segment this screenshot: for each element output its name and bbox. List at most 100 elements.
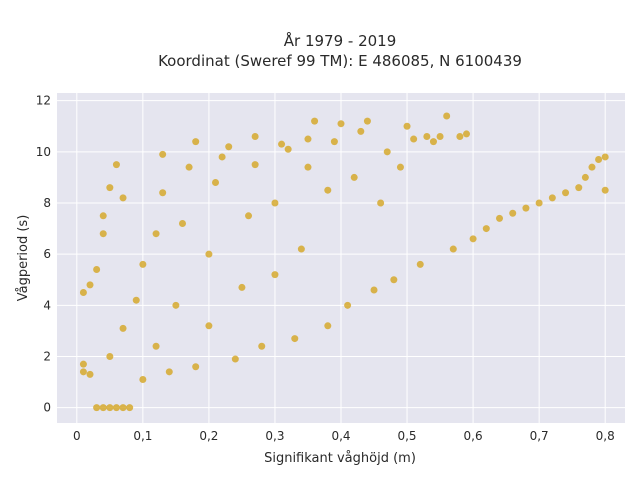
data-point	[383, 148, 391, 156]
data-point	[363, 117, 371, 125]
data-point	[205, 322, 213, 330]
data-point	[139, 260, 147, 268]
x-tick-label: 0,1	[133, 429, 152, 443]
data-point	[370, 286, 378, 294]
data-point	[410, 135, 418, 143]
y-tick-label: 6	[43, 247, 51, 261]
data-point	[443, 112, 451, 120]
data-point	[245, 212, 253, 220]
data-point	[324, 322, 332, 330]
data-point	[304, 135, 312, 143]
chart-title-line-1: År 1979 - 2019	[284, 31, 397, 50]
data-point	[238, 283, 246, 291]
y-tick-label: 8	[43, 196, 51, 210]
data-point	[469, 235, 477, 243]
data-point	[601, 186, 609, 194]
data-point	[278, 140, 286, 148]
data-point	[172, 301, 180, 309]
x-tick-label: 0	[73, 429, 81, 443]
data-point	[416, 260, 424, 268]
data-point	[291, 335, 299, 343]
data-point	[588, 163, 596, 171]
y-tick-labels: 0 2 4 6 8 10 12	[36, 94, 51, 415]
y-tick-label: 2	[43, 349, 51, 363]
x-tick-label: 0,3	[265, 429, 284, 443]
data-point	[192, 138, 200, 146]
data-point	[482, 225, 490, 233]
data-point	[152, 230, 160, 238]
data-point	[311, 117, 319, 125]
data-point	[377, 199, 385, 207]
data-point	[231, 355, 239, 363]
data-point	[79, 368, 87, 376]
data-point	[192, 363, 200, 371]
data-point	[258, 342, 266, 350]
data-point	[225, 143, 233, 151]
y-tick-label: 12	[36, 94, 51, 108]
data-point	[212, 179, 220, 187]
data-point	[159, 189, 167, 197]
data-point	[251, 132, 259, 140]
chart-title-line-2: Koordinat (Sweref 99 TM): E 486085, N 61…	[158, 52, 522, 70]
data-point	[429, 138, 437, 146]
data-point	[581, 173, 589, 181]
y-axis-label: Vågperiod (s)	[16, 215, 31, 302]
data-point	[535, 199, 543, 207]
x-tick-label: 0,5	[397, 429, 416, 443]
data-point	[271, 199, 279, 207]
data-point	[449, 245, 457, 253]
data-point	[297, 245, 305, 253]
y-tick-label: 0	[43, 401, 51, 415]
x-tick-label: 0,8	[596, 429, 615, 443]
data-point	[132, 296, 140, 304]
x-axis-label: Signifikant våghöjd (m)	[264, 451, 416, 466]
data-point	[119, 404, 127, 412]
data-point	[139, 376, 147, 384]
y-tick-label: 10	[36, 145, 51, 159]
data-point	[344, 301, 352, 309]
data-point	[119, 194, 127, 202]
data-point	[357, 127, 365, 135]
data-point	[509, 209, 517, 217]
data-point	[496, 214, 504, 222]
data-point	[79, 360, 87, 368]
data-point	[165, 368, 173, 376]
data-point	[324, 186, 332, 194]
x-tick-label: 0,6	[464, 429, 483, 443]
data-point	[548, 194, 556, 202]
data-point	[218, 153, 226, 161]
data-point	[152, 342, 160, 350]
data-point	[284, 145, 292, 153]
data-point	[178, 219, 186, 227]
data-point	[106, 352, 114, 360]
grid-lines	[57, 93, 625, 423]
data-point	[93, 266, 101, 274]
data-point	[330, 138, 338, 146]
x-tick-label: 0,4	[331, 429, 350, 443]
data-point	[271, 271, 279, 279]
x-tick-label: 0,7	[530, 429, 549, 443]
data-points	[79, 112, 609, 412]
data-point	[350, 173, 358, 181]
data-point	[462, 130, 470, 138]
data-point	[119, 324, 127, 332]
x-tick-labels: 0 0,1 0,2 0,3 0,4 0,5 0,6 0,7 0,8	[73, 429, 615, 443]
data-point	[423, 132, 431, 140]
data-point	[93, 404, 101, 412]
data-point	[522, 204, 530, 212]
x-tick-label: 0,2	[199, 429, 218, 443]
data-point	[337, 120, 345, 128]
data-point	[562, 189, 570, 197]
data-point	[112, 161, 120, 169]
data-point	[304, 163, 312, 171]
data-point	[112, 404, 120, 412]
data-point	[456, 132, 464, 140]
data-point	[595, 156, 603, 164]
data-point	[185, 163, 193, 171]
data-point	[205, 250, 213, 258]
data-point	[99, 212, 107, 220]
data-point	[126, 404, 134, 412]
data-point	[396, 163, 404, 171]
